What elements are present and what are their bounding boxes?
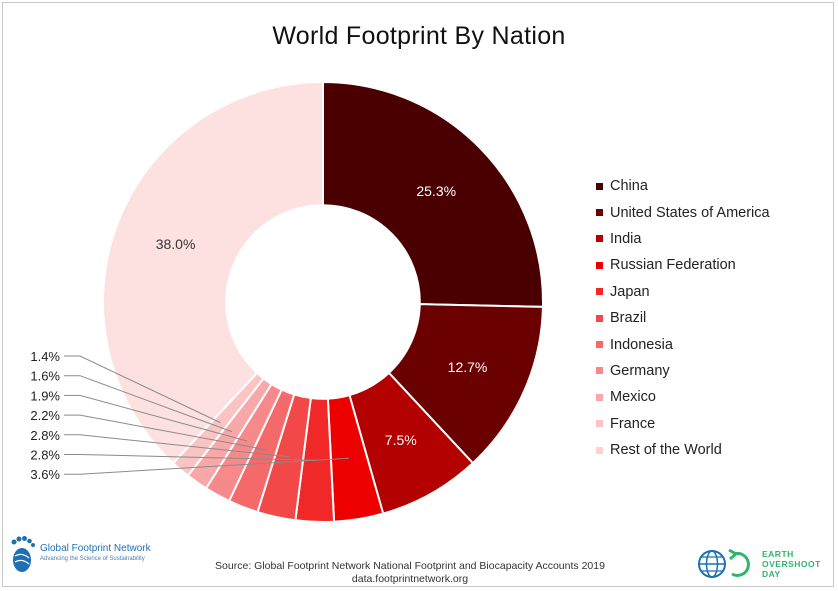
legend-label-russian-federation: Russian Federation: [610, 257, 736, 274]
slice-china: [322, 80, 544, 308]
callout-label-indonesia: 2.2%: [30, 408, 60, 423]
callout-label-brazil: 2.8%: [30, 428, 60, 443]
data-label-china: 25.3%: [416, 183, 456, 199]
legend-item-mexico: Mexico: [596, 384, 770, 410]
legend-swatch-germany: [596, 367, 603, 375]
callout-label-france: 1.4%: [30, 349, 60, 364]
slice-united-states-of-america: [387, 303, 544, 465]
eod-line-2: OVERSHOOT: [762, 559, 821, 569]
callout-line-mexico: [64, 375, 233, 433]
gfn-logo-tagline: Advancing the Science of Sustainability: [40, 556, 145, 562]
data-label-united-states-of-america: 12.7%: [448, 359, 488, 375]
callout-line-russian-federation: [64, 457, 349, 475]
legend-item-brazil: Brazil: [596, 305, 770, 331]
legend-swatch-united-states-of-america: [596, 209, 603, 217]
callout-label-germany: 1.9%: [30, 388, 60, 403]
legend-item-india: India: [596, 226, 770, 252]
legend-label-india: India: [610, 230, 642, 247]
callout-label-japan: 2.8%: [30, 448, 60, 463]
legend-label-united-states-of-america: United States of America: [610, 204, 770, 221]
legend-swatch-japan: [596, 288, 603, 296]
earth-overshoot-day-logo: EARTH OVERSHOOT DAY: [696, 548, 821, 580]
legend-swatch-rest-of-the-world: [596, 446, 603, 454]
footprint-icon: [11, 536, 35, 572]
legend-swatch-mexico: [596, 393, 603, 401]
callout-label-mexico: 1.6%: [30, 369, 60, 384]
gfn-logo-name: Global Footprint Network: [40, 543, 151, 554]
callout-line-brazil: [64, 434, 290, 458]
legend-swatch-indonesia: [596, 341, 603, 349]
callout-line-japan: [64, 454, 318, 461]
legend-item-germany: Germany: [596, 358, 770, 384]
legend-label-indonesia: Indonesia: [610, 336, 673, 353]
chart-title: World Footprint By Nation: [272, 22, 566, 50]
legend-label-germany: Germany: [610, 362, 670, 379]
legend: China United States of America India Russia…: [596, 173, 770, 463]
legend-item-united-states-of-america: United States of America: [596, 199, 770, 225]
legend-item-france: France: [596, 411, 770, 437]
eod-line-1: EARTH: [762, 549, 794, 559]
legend-item-rest-of-the-world: Rest of the World: [596, 437, 770, 463]
legend-swatch-brazil: [596, 314, 603, 322]
eod-line-3: DAY: [762, 569, 781, 579]
callout-line-germany: [64, 394, 248, 442]
source-note: Source: Global Footprint Network Nationa…: [170, 560, 650, 586]
callout-line-france: [64, 355, 221, 424]
legend-swatch-france: [596, 420, 603, 428]
legend-label-rest-of-the-world: Rest of the World: [610, 442, 722, 459]
slice-rest-of-the-world: [102, 80, 324, 465]
legend-item-japan: Japan: [596, 279, 770, 305]
source-line-2: data.footprintnetwork.org: [351, 573, 469, 585]
legend-swatch-russian-federation: [596, 261, 603, 269]
callout-line-indonesia: [64, 414, 266, 451]
global-footprint-network-logo: Global Footprint Network Advancing the S…: [8, 534, 151, 574]
source-line-1: Source: Global Footprint Network Nationa…: [215, 560, 605, 572]
callout-label-russian-federation: 3.6%: [30, 467, 60, 482]
legend-item-russian-federation: Russian Federation: [596, 252, 770, 278]
legend-label-brazil: Brazil: [610, 310, 647, 327]
legend-item-indonesia: Indonesia: [596, 331, 770, 357]
legend-item-china: China: [596, 173, 770, 199]
legend-label-japan: Japan: [610, 283, 650, 300]
legend-label-mexico: Mexico: [610, 389, 656, 406]
legend-swatch-india: [596, 235, 603, 243]
legend-label-france: France: [610, 415, 656, 432]
legend-label-china: China: [610, 178, 648, 195]
legend-swatch-china: [596, 182, 603, 190]
data-label-india: 7.5%: [385, 432, 417, 448]
globe-loop-icon: [698, 548, 750, 578]
data-label-rest-of-the-world: 38.0%: [156, 236, 196, 252]
